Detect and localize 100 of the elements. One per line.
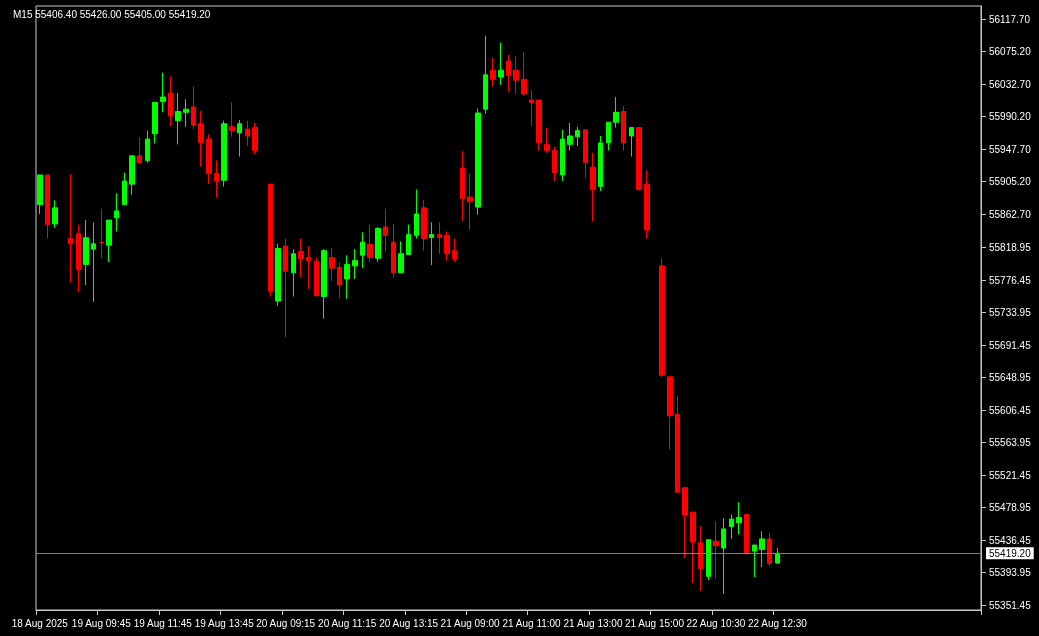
candlestick xyxy=(437,221,442,255)
y-tick-label: 55990.20 xyxy=(989,111,1032,123)
candlestick xyxy=(99,208,104,259)
candlestick xyxy=(352,248,358,280)
x-tick-label: 21 Aug 15:00 xyxy=(625,617,685,629)
candlestick xyxy=(68,173,73,284)
candlestick xyxy=(744,513,749,554)
candlestick xyxy=(490,57,496,87)
y-tick-label: 56075.20 xyxy=(989,46,1032,58)
y-tick-label: 55606.45 xyxy=(989,404,1032,416)
candlestick xyxy=(521,51,527,97)
candlestick xyxy=(45,174,50,239)
candlestick xyxy=(191,85,196,130)
x-tick-label: 21 Aug 13:00 xyxy=(563,617,623,629)
candlestick xyxy=(237,119,242,158)
candlestick xyxy=(698,525,703,592)
x-tick-label: 21 Aug 11:00 xyxy=(502,617,562,629)
candlestick xyxy=(314,257,319,298)
candlestick xyxy=(245,120,250,147)
x-tick-label: 20 Aug 09:15 xyxy=(256,617,316,629)
y-tick-label: 55351.45 xyxy=(989,599,1032,611)
x-tick-label: 19 Aug 09:45 xyxy=(71,617,132,629)
candlestick xyxy=(467,172,473,231)
candlestick xyxy=(175,92,181,145)
candlestick xyxy=(398,240,404,274)
candlestick xyxy=(721,517,726,595)
x-tick-label: 21 Aug 09:00 xyxy=(440,617,500,629)
candlestick xyxy=(214,159,219,199)
y-tick-label: 56117.70 xyxy=(989,13,1031,25)
x-tick-label: 22 Aug 12:30 xyxy=(747,617,808,629)
x-tick-label: 19 Aug 11:45 xyxy=(133,617,193,629)
candlestick xyxy=(152,101,158,145)
y-tick-label: 55436.45 xyxy=(989,534,1032,546)
y-tick-label: 55563.95 xyxy=(989,437,1032,449)
candlestick xyxy=(475,107,481,216)
candlestick xyxy=(529,89,534,127)
y-tick-label: 55947.70 xyxy=(989,143,1032,155)
candlestick xyxy=(114,192,119,233)
candlestick xyxy=(168,75,173,127)
candlestick xyxy=(675,395,680,493)
candlestick xyxy=(682,487,688,559)
candlestick xyxy=(145,130,150,164)
candlestick xyxy=(775,547,780,565)
candlestick xyxy=(275,243,281,307)
candlestick xyxy=(452,237,457,263)
candlestick xyxy=(713,520,719,580)
candlestick xyxy=(298,237,304,278)
candlestick xyxy=(283,237,288,338)
candlestick xyxy=(544,127,550,154)
candlestick xyxy=(229,101,235,138)
candlestick xyxy=(729,513,734,540)
candlestick xyxy=(206,133,212,185)
candlestick xyxy=(252,122,258,155)
chart-title: M15 55406.40 55426.00 55405.00 55419.20 xyxy=(13,8,211,20)
candlestick xyxy=(383,208,388,252)
candlestick xyxy=(221,120,227,187)
candlestick xyxy=(706,539,711,581)
candlestick xyxy=(344,254,350,300)
x-tick-label: 22 Aug 10:30 xyxy=(686,617,746,629)
candlestick xyxy=(160,72,166,113)
candlestick xyxy=(375,226,381,263)
candlestick xyxy=(629,127,634,158)
candlestick xyxy=(76,224,81,293)
y-tick-label: 55521.45 xyxy=(989,469,1032,481)
y-tick-label: 55393.95 xyxy=(989,567,1032,579)
candlestick xyxy=(759,530,765,568)
x-tick-label: 20 Aug 13:15 xyxy=(379,617,439,629)
candlestick xyxy=(598,135,603,192)
candlestick xyxy=(306,245,311,290)
x-tick-label: 19 Aug 13:45 xyxy=(194,617,255,629)
candlestick xyxy=(391,223,396,278)
candlestick xyxy=(414,188,419,239)
candlestick xyxy=(567,122,573,151)
candlestick xyxy=(91,221,96,303)
candlestick xyxy=(483,35,488,115)
y-tick-label: 56032.70 xyxy=(989,78,1032,90)
candlestick xyxy=(621,105,626,151)
x-tick-label: 18 Aug 2025 xyxy=(11,617,69,629)
candlestick xyxy=(321,248,327,320)
candlestick xyxy=(767,532,772,567)
candlestick xyxy=(752,544,757,578)
candlestick xyxy=(52,199,58,229)
candlestick xyxy=(291,248,296,298)
candlestick xyxy=(83,219,89,286)
candlestick xyxy=(513,55,519,95)
candlestick xyxy=(429,221,434,266)
candlestick xyxy=(506,54,511,93)
candlestick xyxy=(137,137,142,165)
candlestick xyxy=(183,98,189,128)
candlestick xyxy=(337,261,342,299)
candlestick xyxy=(460,150,465,222)
y-tick-label: 55776.45 xyxy=(989,274,1032,286)
ref-line-label: 55419.20 xyxy=(989,547,1032,559)
candlestick xyxy=(659,257,665,378)
candlestick xyxy=(560,129,565,182)
y-tick-label: 55818.95 xyxy=(989,242,1032,254)
candlestick xyxy=(667,376,673,450)
x-tick-label: 20 Aug 11:15 xyxy=(318,617,377,629)
candlestick xyxy=(444,231,450,262)
candlestick xyxy=(613,96,619,129)
